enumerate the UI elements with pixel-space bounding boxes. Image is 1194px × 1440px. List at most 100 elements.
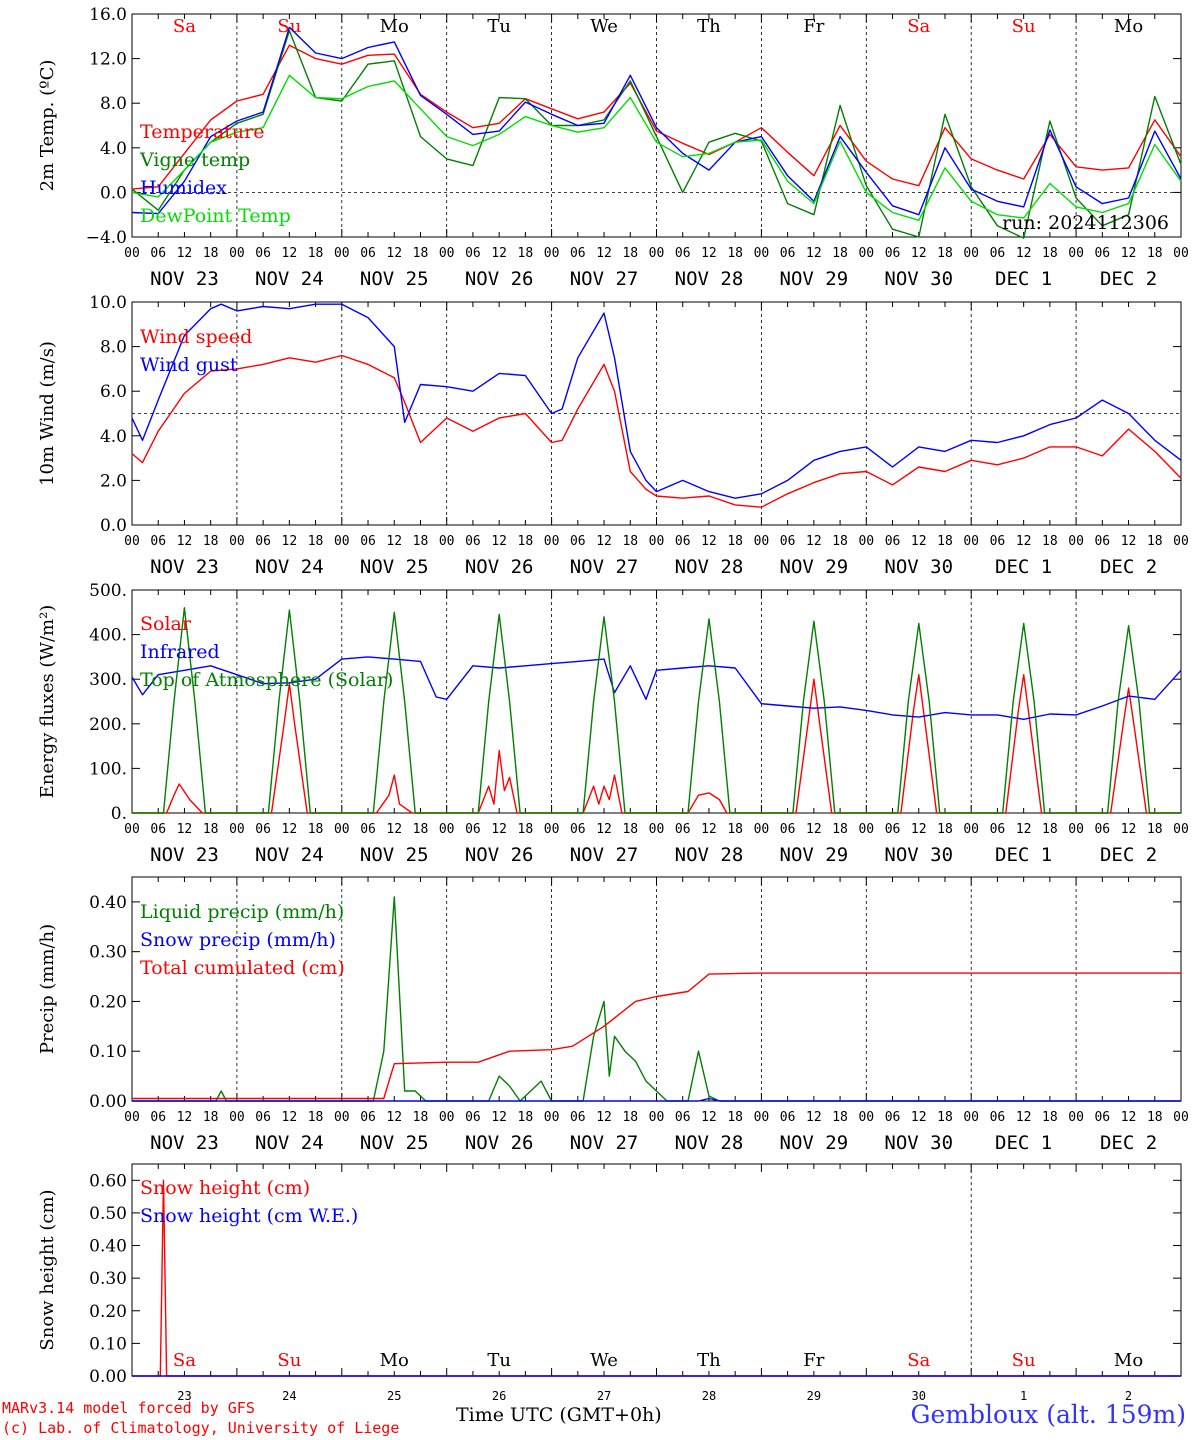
x-hour-label: 00 — [439, 822, 455, 837]
x-hour-label: 00 — [649, 1110, 665, 1125]
x-hour-label: 12 — [1121, 534, 1137, 549]
x-day-number: 28 — [702, 1389, 716, 1403]
series-line-temperature — [131, 44, 1182, 190]
x-date-label: NOV 27 — [570, 1132, 639, 1154]
chart-panel-3: 0. 100. 200. 300. 400. 500. Energy fluxes (W/m… — [37, 581, 1189, 866]
x-date-label: NOV 23 — [150, 844, 219, 866]
y-tick-label: 0.40 — [89, 1237, 127, 1257]
legend-entry: Wind speed — [140, 326, 252, 348]
x-hour-label: 06 — [990, 246, 1006, 261]
day-abbr-label: Su — [277, 16, 301, 37]
day-abbr-label: We — [590, 16, 618, 37]
day-abbr-label: Sa — [907, 1350, 930, 1371]
x-hour-label: 06 — [1094, 246, 1110, 261]
x-hour-label: 06 — [780, 1110, 796, 1125]
x-hour-label: 12 — [1121, 246, 1137, 261]
x-hour-label: 06 — [150, 1110, 166, 1125]
day-abbr-label: Tu — [487, 16, 511, 37]
x-date-label: NOV 23 — [150, 268, 219, 290]
y-tick-label: 500. — [89, 581, 127, 601]
y-axis-title: 10m Wind (m/s) — [37, 341, 58, 486]
x-date-label: NOV 30 — [884, 1132, 953, 1154]
legend-entry: Total cumulated (cm) — [140, 957, 345, 979]
x-date-label: NOV 26 — [465, 844, 534, 866]
x-hour-label: 00 — [963, 822, 979, 837]
x-hour-label: 00 — [649, 534, 665, 549]
x-hour-label: 18 — [203, 246, 219, 261]
x-hour-label: 18 — [308, 534, 324, 549]
x-date-label: NOV 24 — [255, 556, 324, 578]
x-hour-label: 12 — [177, 822, 193, 837]
day-abbr-label: We — [590, 1350, 618, 1371]
x-date-label: NOV 29 — [780, 268, 849, 290]
y-axis-title: Precip (mm/h) — [37, 924, 58, 1054]
y-tick-label: 8.0 — [100, 94, 127, 114]
x-hour-label: 06 — [360, 534, 376, 549]
day-abbr-label: Su — [1012, 16, 1036, 37]
y-tick-label: 0.60 — [89, 1171, 127, 1191]
x-hour-label: 12 — [596, 534, 612, 549]
x-hour-label: 00 — [544, 246, 560, 261]
x-day-number: 29 — [807, 1389, 821, 1403]
day-abbr-label: Th — [697, 16, 721, 37]
legend-entry: Snow precip (mm/h) — [140, 929, 336, 951]
series-line-wind-gust — [131, 303, 1182, 499]
x-hour-label: 18 — [727, 1110, 743, 1125]
x-hour-label: 00 — [754, 246, 770, 261]
x-hour-label: 00 — [124, 1110, 140, 1125]
x-hour-label: 06 — [570, 246, 586, 261]
model-credit: MARv3.14 model forced by GFS — [2, 1399, 255, 1417]
y-tick-label: 0.20 — [89, 1302, 127, 1322]
x-hour-label: 00 — [649, 822, 665, 837]
x-hour-label: 00 — [334, 534, 350, 549]
x-date-label: NOV 29 — [780, 1132, 849, 1154]
series-line-humidex — [131, 26, 1182, 216]
x-hour-label: 06 — [150, 822, 166, 837]
y-axis-title: Energy fluxes (W/m²) — [37, 605, 58, 799]
y-tick-label: 200. — [89, 715, 127, 735]
x-date-label: NOV 30 — [884, 844, 953, 866]
y-tick-label: 100. — [89, 759, 127, 779]
x-hour-label: 06 — [1094, 1110, 1110, 1125]
day-abbr-label: Sa — [173, 16, 196, 37]
y-tick-label: 400. — [89, 626, 127, 646]
x-day-number: 30 — [912, 1389, 926, 1403]
x-hour-label: 06 — [570, 534, 586, 549]
x-hour-label: 06 — [990, 1110, 1006, 1125]
x-hour-label: 18 — [937, 246, 953, 261]
x-hour-label: 18 — [937, 822, 953, 837]
x-date-label: NOV 25 — [360, 556, 429, 578]
x-hour-label: 12 — [701, 534, 717, 549]
day-abbr-label: Su — [1012, 1350, 1036, 1371]
x-date-label: NOV 28 — [675, 268, 744, 290]
x-hour-label: 12 — [701, 246, 717, 261]
x-hour-label: 18 — [832, 534, 848, 549]
x-date-label: NOV 25 — [360, 1132, 429, 1154]
x-hour-label: 06 — [1094, 534, 1110, 549]
x-hour-label: 12 — [282, 822, 298, 837]
chart-panel-1: −4.0 0.0 4.0 8.0 12.0 16.0 2m Temp. (ºC) 00 06 12… — [37, 5, 1189, 290]
x-date-label: DEC 1 — [995, 844, 1052, 866]
legend-entry: Infrared — [140, 641, 220, 663]
x-hour-label: 18 — [518, 822, 534, 837]
legend-entry: Wind gust — [140, 354, 238, 376]
x-day-number: 27 — [597, 1389, 611, 1403]
series-line-snow-precip-mm-h- — [132, 1097, 1181, 1102]
x-hour-label: 00 — [754, 1110, 770, 1125]
x-hour-label: 12 — [177, 1110, 193, 1125]
x-date-label: DEC 1 — [995, 268, 1052, 290]
x-hour-label: 06 — [570, 822, 586, 837]
x-hour-label: 06 — [360, 822, 376, 837]
x-hour-label: 00 — [544, 822, 560, 837]
chart-panel-5: 0.00 0.10 0.20 0.30 0.40 0.50 0.60 Snow height … — [37, 1163, 1182, 1403]
x-hour-label: 06 — [1094, 822, 1110, 837]
x-hour-label: 12 — [386, 822, 402, 837]
time-axis-label: Time UTC (GMT+0h) — [456, 1404, 662, 1426]
x-date-label: NOV 27 — [570, 844, 639, 866]
x-hour-label: 18 — [727, 534, 743, 549]
y-tick-label: 10.0 — [89, 293, 127, 313]
x-hour-label: 18 — [727, 822, 743, 837]
day-abbr-label: Sa — [907, 16, 930, 37]
x-hour-label: 12 — [491, 1110, 507, 1125]
legend-entry: DewPoint Temp — [140, 205, 291, 227]
